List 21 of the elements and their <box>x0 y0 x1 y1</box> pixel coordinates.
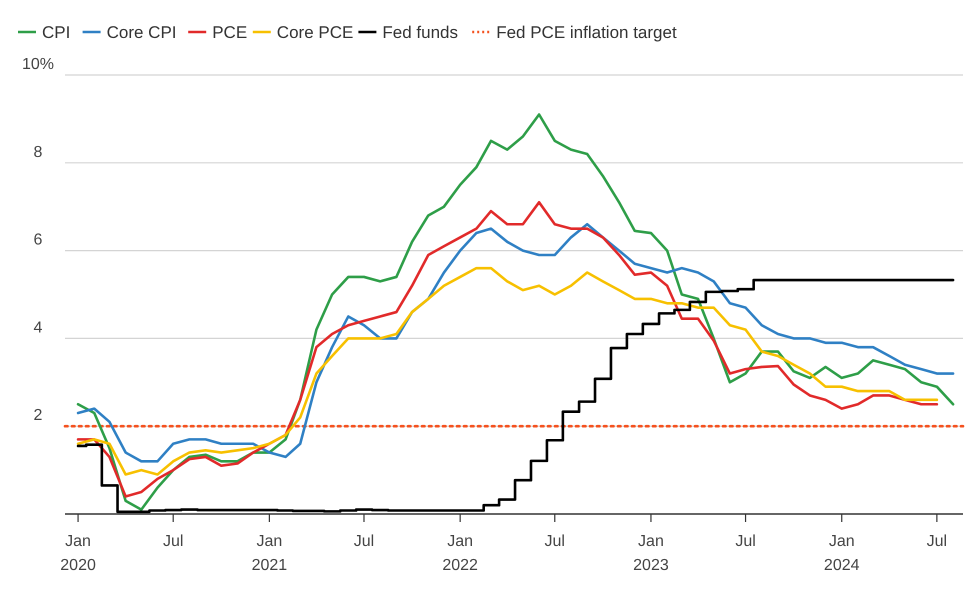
x-tick-label: Jan 2021 <box>252 533 288 574</box>
y-tick-label: 6 <box>34 232 43 249</box>
x-tick-label: Jan 2020 <box>60 533 96 574</box>
legend-label: Fed PCE inflation target <box>496 23 677 42</box>
x-tick-label: Jan 2024 <box>824 533 860 574</box>
y-tick-label: 2 <box>34 407 43 424</box>
x-tick-label: Jul <box>926 533 948 550</box>
x-tick-label: Jul <box>544 533 565 550</box>
x-tick-label: Jan 2022 <box>442 533 478 574</box>
legend-label: PCE <box>212 23 248 42</box>
y-tick-label: 10% <box>22 56 54 73</box>
x-tick-label: Jul <box>735 533 756 550</box>
y-tick-label: 4 <box>34 319 43 336</box>
legend-label: Core CPI <box>106 23 177 42</box>
legend-label: Core PCE <box>276 23 354 42</box>
x-tick-label: Jul <box>162 533 184 550</box>
x-tick-label: Jul <box>354 533 374 550</box>
legend-label: Fed funds <box>382 23 458 42</box>
x-tick-label: Jan 2023 <box>633 533 669 574</box>
legend-label: CPI <box>42 23 70 42</box>
y-tick-label: 8 <box>34 144 43 161</box>
